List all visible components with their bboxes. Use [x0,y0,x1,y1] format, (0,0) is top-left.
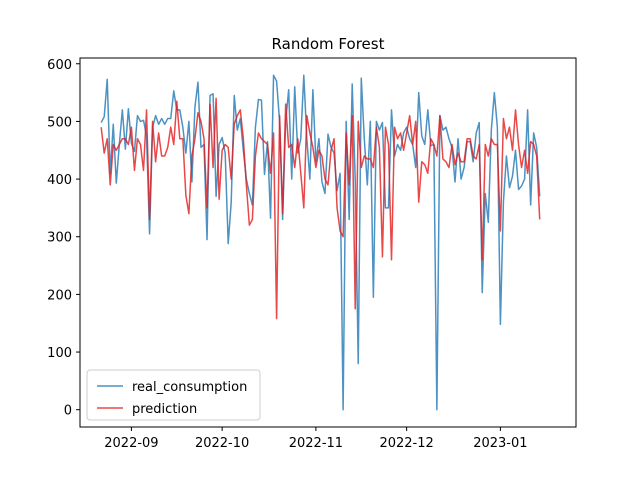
series-layer [100,74,541,411]
y-tick-label: 0 [64,404,72,419]
x-tick-label: 2023-01 [473,436,527,451]
x-axis: 2022-09 2022-10 2022-11 2022-12 2023-01 [104,427,528,451]
y-tick-label: 200 [47,288,72,303]
y-tick-label: 300 [47,231,72,246]
legend-label-prediction: prediction [132,402,197,417]
y-tick-label: 600 [47,58,72,73]
chart-title: Random Forest [272,35,385,53]
legend-box [86,369,261,421]
y-tick-label: 500 [47,115,72,130]
x-tick-label: 2022-10 [195,436,249,451]
series-line-real-consumption [100,74,541,411]
x-tick-label: 2022-11 [289,436,343,451]
y-axis: 0 100 200 300 400 500 600 [47,58,80,419]
legend: real_consumption prediction [86,369,261,421]
legend-label-real-consumption: real_consumption [132,380,247,395]
x-tick-label: 2022-12 [379,436,433,451]
y-tick-label: 100 [47,346,72,361]
series-line-prediction [100,97,541,320]
axes-frame [79,57,577,428]
x-tick-label: 2022-09 [104,436,158,451]
y-tick-label: 400 [47,173,72,188]
